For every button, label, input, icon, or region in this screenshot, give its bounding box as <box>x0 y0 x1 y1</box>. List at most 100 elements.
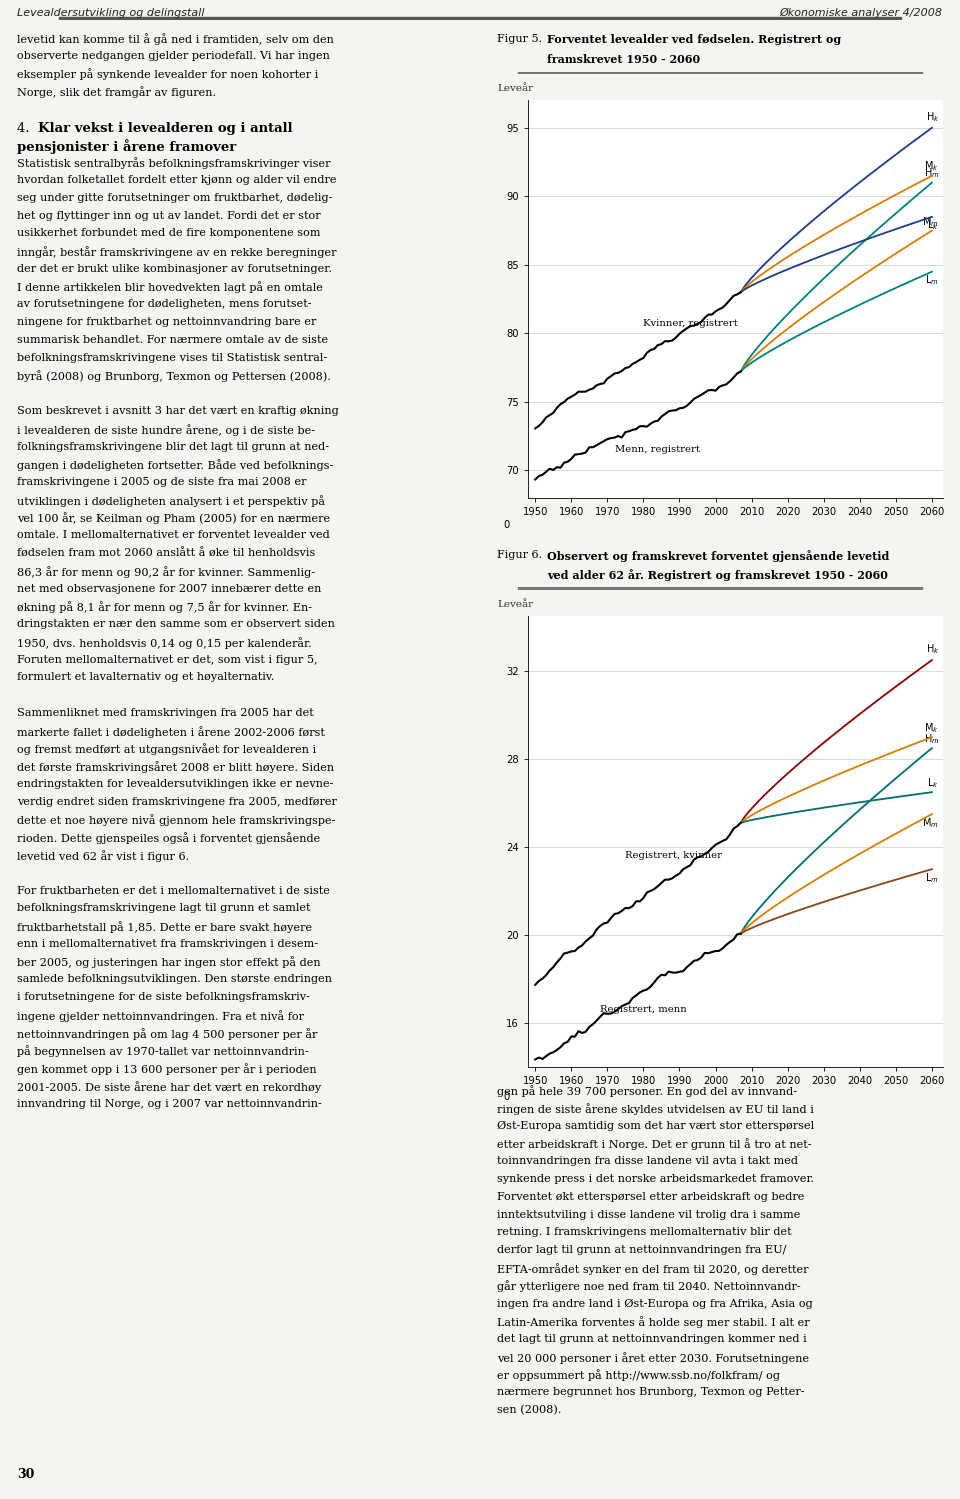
Text: utviklingen i dødeligheten analysert i et perspektiv på: utviklingen i dødeligheten analysert i e… <box>17 495 325 507</box>
Text: innvandring til Norge, og i 2007 var nettoinnvandrin-: innvandring til Norge, og i 2007 var net… <box>17 1099 322 1109</box>
Text: L$_m$: L$_m$ <box>925 871 939 886</box>
Text: inntektsutviling i disse landene vil trolig dra i samme: inntektsutviling i disse landene vil tro… <box>497 1210 801 1220</box>
Text: H$_m$: H$_m$ <box>924 166 939 180</box>
Text: Menn, registrert: Menn, registrert <box>614 445 700 454</box>
Text: fruktbarhetstall på 1,85. Dette er bare svakt høyere: fruktbarhetstall på 1,85. Dette er bare … <box>17 920 312 932</box>
Text: går ytterligere noe ned fram til 2040. Nettoinnvandr-: går ytterligere noe ned fram til 2040. N… <box>497 1280 801 1292</box>
Text: nærmere begrunnet hos Brunborg, Texmon og Petter-: nærmere begrunnet hos Brunborg, Texmon o… <box>497 1387 804 1397</box>
Text: framskrivingene i 2005 og de siste fra mai 2008 er: framskrivingene i 2005 og de siste fra m… <box>17 477 307 487</box>
Text: Sammenliknet med framskrivingen fra 2005 har det: Sammenliknet med framskrivingen fra 2005… <box>17 708 314 718</box>
Text: pensjonister i årene framover: pensjonister i årene framover <box>17 139 236 154</box>
Text: folkningsframskrivingene blir det lagt til grunn at ned-: folkningsframskrivingene blir det lagt t… <box>17 442 329 451</box>
Text: byrå (2008) og Brunborg, Texmon og Pettersen (2008).: byrå (2008) og Brunborg, Texmon og Pette… <box>17 370 331 382</box>
Text: er oppsummert på http://www.ssb.no/folkfram/ og: er oppsummert på http://www.ssb.no/folkf… <box>497 1370 780 1381</box>
Text: Levealdersutvikling og delingstall: Levealdersutvikling og delingstall <box>17 9 204 18</box>
Text: Observert og framskrevet forventet gjensående levetid: Observert og framskrevet forventet gjens… <box>547 550 890 562</box>
Text: av forutsetningene for dødeligheten, mens forutset-: av forutsetningene for dødeligheten, men… <box>17 300 312 309</box>
Text: Øst-Europa samtidig som det har vært stor etterspørsel: Øst-Europa samtidig som det har vært sto… <box>497 1121 814 1130</box>
Text: 4.: 4. <box>17 121 35 135</box>
Text: Registrert, menn: Registrert, menn <box>600 1006 686 1015</box>
Text: det lagt til grunn at nettoinnvandringen kommer ned i: det lagt til grunn at nettoinnvandringen… <box>497 1334 807 1345</box>
Text: usikkerhet forbundet med de fire komponentene som: usikkerhet forbundet med de fire kompone… <box>17 228 321 238</box>
Text: retning. I framskrivingens mellomalternativ blir det: retning. I framskrivingens mellomalterna… <box>497 1228 792 1237</box>
Text: summarisk behandlet. For nærmere omtale av de siste: summarisk behandlet. For nærmere omtale … <box>17 334 328 345</box>
Text: 1950, dvs. henholdsvis 0,14 og 0,15 per kalenderår.: 1950, dvs. henholdsvis 0,14 og 0,15 per … <box>17 637 312 649</box>
Text: seg under gitte forutsetninger om fruktbarhet, dødelig-: seg under gitte forutsetninger om fruktb… <box>17 193 333 202</box>
Text: det første framskrivingsåret 2008 er blitt høyere. Siden: det første framskrivingsåret 2008 er bli… <box>17 761 334 773</box>
Text: H$_m$: H$_m$ <box>924 732 939 747</box>
Text: 0: 0 <box>503 520 510 529</box>
Text: observerte nedgangen gjelder periodefall. Vi har ingen: observerte nedgangen gjelder periodefall… <box>17 51 330 61</box>
Text: og fremst medført at utgangsnivået for levealderen i: og fremst medført at utgangsnivået for l… <box>17 744 317 755</box>
Text: sen (2008).: sen (2008). <box>497 1405 562 1415</box>
Text: i forutsetningene for de siste befolkningsframskriv-: i forutsetningene for de siste befolknin… <box>17 992 310 1003</box>
Text: enn i mellomalternativet fra framskrivingen i desem-: enn i mellomalternativet fra framskrivin… <box>17 938 319 949</box>
Text: etter arbeidskraft i Norge. Det er grunn til å tro at net-: etter arbeidskraft i Norge. Det er grunn… <box>497 1139 812 1150</box>
Text: Klar vekst i levealderen og i antall: Klar vekst i levealderen og i antall <box>38 121 293 135</box>
Text: hvordan folketallet fordelt etter kjønn og alder vil endre: hvordan folketallet fordelt etter kjønn … <box>17 175 337 184</box>
Text: vel 20 000 personer i året etter 2030. Forutsetningene: vel 20 000 personer i året etter 2030. F… <box>497 1352 809 1364</box>
Text: ningene for fruktbarhet og nettoinnvandring bare er: ningene for fruktbarhet og nettoinnvandr… <box>17 318 317 327</box>
Text: økning på 8,1 år for menn og 7,5 år for kvinner. En-: økning på 8,1 år for menn og 7,5 år for … <box>17 601 312 613</box>
Text: For fruktbarheten er det i mellomalternativet i de siste: For fruktbarheten er det i mellomalterna… <box>17 886 330 895</box>
Text: M$_k$: M$_k$ <box>924 721 939 735</box>
Text: 0: 0 <box>503 1093 510 1102</box>
Text: inngår, består framskrivingene av en rekke beregninger: inngår, består framskrivingene av en rek… <box>17 246 337 258</box>
Text: 30: 30 <box>17 1468 35 1481</box>
Text: rioden. Dette gjenspeiles også i forventet gjensående: rioden. Dette gjenspeiles også i forvent… <box>17 832 321 844</box>
Text: befolkningsframskrivingene vises til Statistisk sentral-: befolkningsframskrivingene vises til Sta… <box>17 352 327 363</box>
Text: 86,3 år for menn og 90,2 år for kvinner. Sammenlig-: 86,3 år for menn og 90,2 år for kvinner.… <box>17 567 315 577</box>
Text: formulert et lavalternativ og et høyalternativ.: formulert et lavalternativ og et høyalte… <box>17 673 275 682</box>
Text: nettoinnvandringen på om lag 4 500 personer per år: nettoinnvandringen på om lag 4 500 perso… <box>17 1028 318 1039</box>
Text: ved alder 62 år. Registrert og framskrevet 1950 - 2060: ved alder 62 år. Registrert og framskrev… <box>547 570 888 582</box>
Text: levetid kan komme til å gå ned i framtiden, selv om den: levetid kan komme til å gå ned i framtid… <box>17 33 334 45</box>
Text: samlede befolkningsutviklingen. Den største endringen: samlede befolkningsutviklingen. Den stør… <box>17 974 332 985</box>
Text: eksempler på synkende levealder for noen kohorter i: eksempler på synkende levealder for noen… <box>17 69 319 81</box>
Text: ingen fra andre land i Øst-Europa og fra Afrika, Asia og: ingen fra andre land i Øst-Europa og fra… <box>497 1298 813 1309</box>
Text: Økonomiske analyser 4/2008: Økonomiske analyser 4/2008 <box>780 9 943 18</box>
Text: I denne artikkelen blir hovedvekten lagt på en omtale: I denne artikkelen blir hovedvekten lagt… <box>17 282 324 294</box>
Text: H$_k$: H$_k$ <box>925 642 939 655</box>
Text: gangen i dødeligheten fortsetter. Både ved befolknings-: gangen i dødeligheten fortsetter. Både v… <box>17 459 333 471</box>
Text: på begynnelsen av 1970-tallet var nettoinnvandrin-: på begynnelsen av 1970-tallet var nettoi… <box>17 1045 309 1057</box>
Text: 2001-2005. De siste årene har det vært en rekordhøy: 2001-2005. De siste årene har det vært e… <box>17 1081 322 1093</box>
Text: framskrevet 1950 - 2060: framskrevet 1950 - 2060 <box>547 54 701 64</box>
Text: fødselen fram mot 2060 anslått å øke til henholdsvis: fødselen fram mot 2060 anslått å øke til… <box>17 549 316 558</box>
Text: dringstakten er nær den samme som er observert siden: dringstakten er nær den samme som er obs… <box>17 619 335 630</box>
Text: Forventet økt etterspørsel etter arbeidskraft og bedre: Forventet økt etterspørsel etter arbeids… <box>497 1192 804 1202</box>
Text: derfor lagt til grunn at nettoinnvandringen fra EU/: derfor lagt til grunn at nettoinnvandrin… <box>497 1246 786 1255</box>
Text: befolkningsframskrivingene lagt til grunn et samlet: befolkningsframskrivingene lagt til grun… <box>17 904 311 913</box>
Text: Leveår: Leveår <box>497 600 534 609</box>
Text: M$_m$: M$_m$ <box>923 817 939 830</box>
Text: H$_k$: H$_k$ <box>925 109 939 124</box>
Text: Som beskrevet i avsnitt 3 har det vært en kraftig økning: Som beskrevet i avsnitt 3 har det vært e… <box>17 406 339 417</box>
Text: vel 100 år, se Keilman og Pham (2005) for en nærmere: vel 100 år, se Keilman og Pham (2005) fo… <box>17 513 330 525</box>
Text: synkende press i det norske arbeidsmarkedet framover.: synkende press i det norske arbeidsmarke… <box>497 1174 814 1184</box>
Text: L$_m$: L$_m$ <box>925 273 939 286</box>
Text: ingene gjelder nettoinnvandringen. Fra et nivå for: ingene gjelder nettoinnvandringen. Fra e… <box>17 1010 304 1022</box>
Text: het og flyttinger inn og ut av landet. Fordi det er stor: het og flyttinger inn og ut av landet. F… <box>17 211 321 220</box>
Text: ber 2005, og justeringen har ingen stor effekt på den: ber 2005, og justeringen har ingen stor … <box>17 956 321 968</box>
Text: endringstakten for levealdersutviklingen ikke er nevne-: endringstakten for levealdersutviklingen… <box>17 779 334 788</box>
Text: Leveår: Leveår <box>497 84 534 93</box>
Text: L$_k$: L$_k$ <box>927 776 939 790</box>
Text: levetid ved 62 år vist i figur 6.: levetid ved 62 år vist i figur 6. <box>17 850 189 862</box>
Text: Forventet levealder ved fødselen. Registrert og: Forventet levealder ved fødselen. Regist… <box>547 34 842 45</box>
Text: markerte fallet i dødeligheten i årene 2002-2006 først: markerte fallet i dødeligheten i årene 2… <box>17 726 325 738</box>
Text: gen kommet opp i 13 600 personer per år i perioden: gen kommet opp i 13 600 personer per år … <box>17 1063 317 1075</box>
Text: verdig endret siden framskrivingene fra 2005, medfører: verdig endret siden framskrivingene fra … <box>17 797 337 806</box>
Text: Norge, slik det framgår av figuren.: Norge, slik det framgår av figuren. <box>17 87 216 97</box>
Text: ringen de siste årene skyldes utvidelsen av EU til land i: ringen de siste årene skyldes utvidelsen… <box>497 1103 814 1115</box>
Text: gen på hele 39 700 personer. En god del av innvand-: gen på hele 39 700 personer. En god del … <box>497 1085 797 1097</box>
Text: omtale. I mellomalternativet er forventet levealder ved: omtale. I mellomalternativet er forvente… <box>17 531 330 540</box>
Text: Kvinner, registrert: Kvinner, registrert <box>643 319 738 328</box>
Text: net med observasjonene for 2007 innebærer dette en: net med observasjonene for 2007 innebære… <box>17 583 322 594</box>
Text: dette et noe høyere nivå gjennom hele framskrivingspe-: dette et noe høyere nivå gjennom hele fr… <box>17 814 336 826</box>
Text: Latin-Amerika forventes å holde seg mer stabil. I alt er: Latin-Amerika forventes å holde seg mer … <box>497 1316 810 1328</box>
Text: Figur 5.: Figur 5. <box>497 34 542 45</box>
Text: Foruten mellomalternativet er det, som vist i figur 5,: Foruten mellomalternativet er det, som v… <box>17 655 318 664</box>
Text: der det er brukt ulike kombinasjoner av forutsetninger.: der det er brukt ulike kombinasjoner av … <box>17 264 332 274</box>
Text: Registrert, kvinner: Registrert, kvinner <box>625 851 722 860</box>
Text: i levealderen de siste hundre årene, og i de siste be-: i levealderen de siste hundre årene, og … <box>17 424 315 436</box>
Text: M$_k$: M$_k$ <box>924 159 939 172</box>
